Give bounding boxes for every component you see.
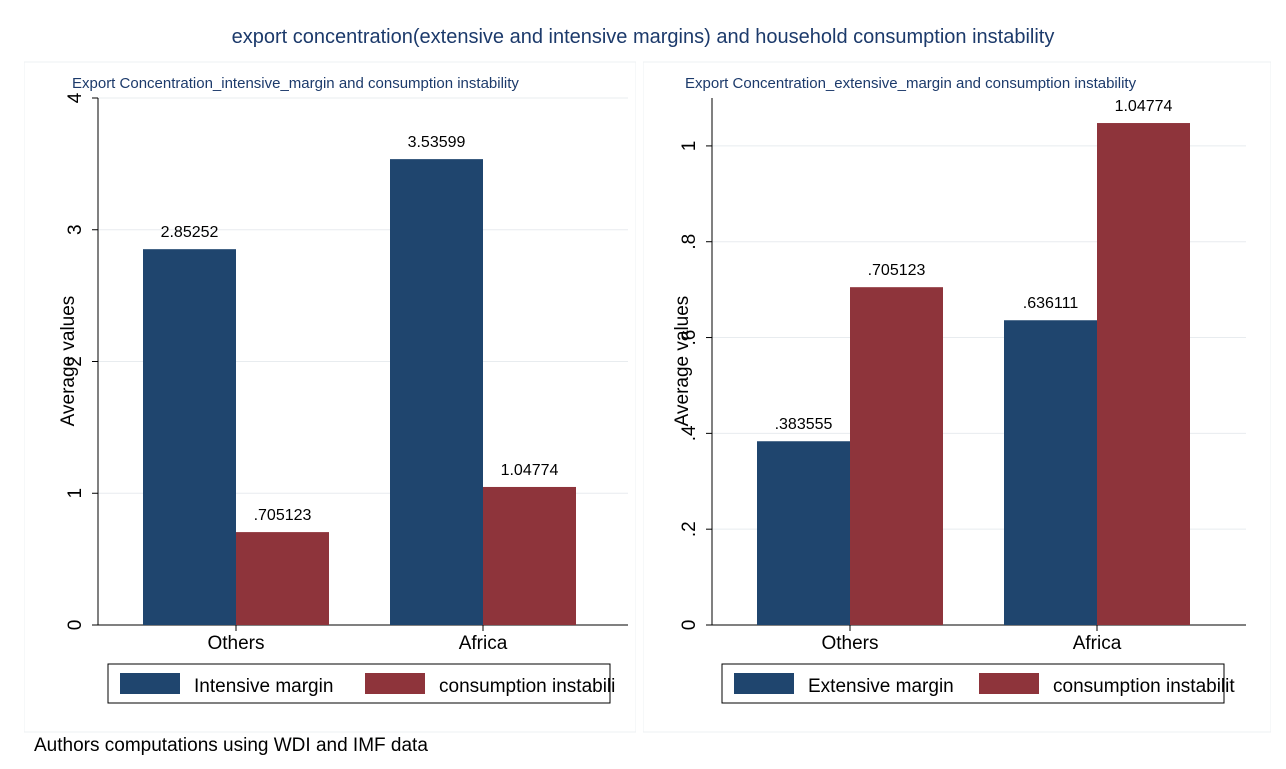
bar-africa-series-1 <box>390 159 483 626</box>
legend-label-2: consumption instabilit <box>1053 676 1235 697</box>
source-note: Authors computations using WDI and IMF d… <box>34 735 428 756</box>
chart-title: Export Concentration_intensive_margin an… <box>72 75 519 92</box>
data-label: 2.85252 <box>161 224 219 241</box>
bar-africa-series-1 <box>1004 320 1097 625</box>
data-label: .705123 <box>868 262 926 279</box>
y-tick-label: .6 <box>679 330 700 346</box>
y-tick-label: 3 <box>65 224 86 235</box>
panel-content: Export Concentration_extensive_margin an… <box>643 61 1271 733</box>
legend-label-2: consumption instabili <box>439 676 615 697</box>
y-tick-label: 1 <box>65 488 86 499</box>
y-tick-label: .8 <box>679 234 700 250</box>
bar-others-series-2 <box>850 287 943 625</box>
legend-swatch-1 <box>120 673 180 694</box>
chart-panel-1: Export Concentration_intensive_margin an… <box>24 61 636 733</box>
legend-label-1: Intensive margin <box>194 676 333 697</box>
panel-content: Export Concentration_intensive_margin an… <box>24 61 636 733</box>
bar-others-series-1 <box>757 441 850 625</box>
data-label: 1.04774 <box>1115 98 1173 115</box>
bar-africa-series-2 <box>1097 123 1190 625</box>
data-label: .705123 <box>254 507 312 524</box>
data-label: 3.53599 <box>408 134 466 151</box>
y-tick-label: 0 <box>679 620 700 631</box>
legend-swatch-1 <box>734 673 794 694</box>
data-label: .383555 <box>775 416 833 433</box>
y-tick-label: 1 <box>679 141 700 152</box>
legend: Intensive margin consumption instabili <box>107 663 615 704</box>
x-tick-label: Others <box>207 633 264 654</box>
x-tick-label: Africa <box>1073 633 1122 654</box>
bar-others-series-1 <box>143 249 236 626</box>
chart-title: Export Concentration_extensive_margin an… <box>685 75 1137 92</box>
legend-swatch-2 <box>979 673 1039 694</box>
chart-panels: Export Concentration_intensive_margin an… <box>24 61 1271 733</box>
y-tick-label: 0 <box>65 620 86 631</box>
legend: Extensive margin consumption instabilit <box>721 663 1235 704</box>
bar-africa-series-2 <box>483 486 576 625</box>
y-tick-label: .2 <box>679 521 700 537</box>
x-tick-label: Others <box>821 633 878 654</box>
legend-box <box>721 663 1225 704</box>
legend-box <box>107 663 611 704</box>
y-axis-label: Average values <box>58 296 79 427</box>
panel-frame <box>24 61 636 733</box>
figure-title: export concentration(extensive and inten… <box>232 26 1055 48</box>
bar-others-series-2 <box>236 532 329 625</box>
y-axis-label: Average values <box>672 296 693 427</box>
legend-label-1: Extensive margin <box>808 676 954 697</box>
y-tick-label: .4 <box>679 425 700 441</box>
legend-swatch-2 <box>365 673 425 694</box>
chart-panel-2: Export Concentration_extensive_margin an… <box>643 61 1271 733</box>
y-tick-label: 4 <box>65 92 86 103</box>
data-label: 1.04774 <box>501 462 559 479</box>
y-tick-label: 2 <box>65 356 86 367</box>
x-tick-label: Africa <box>459 633 508 654</box>
data-label: .636111 <box>1023 295 1079 312</box>
